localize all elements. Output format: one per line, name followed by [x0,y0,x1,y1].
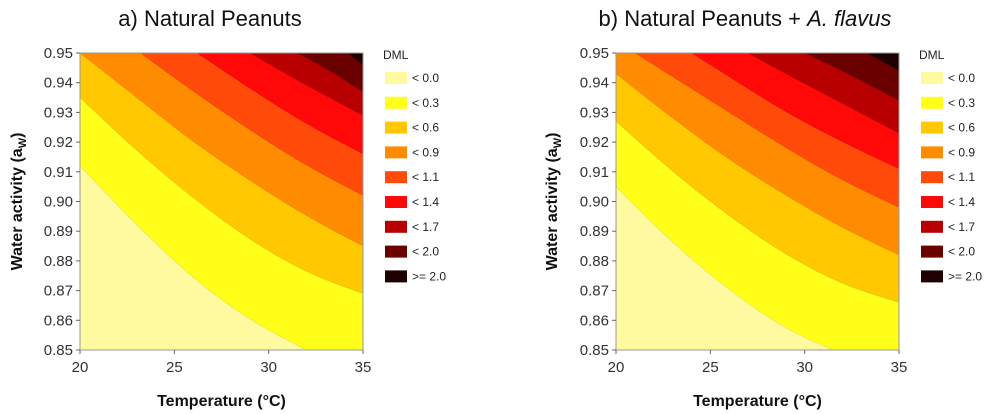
contour-region->= 2.0 [866,53,899,72]
y-tick-label: 0.93 [44,104,73,121]
legend-label: < 1.7 [412,220,439,234]
legend: DML< 0.0 < 0.3 < 0.6 < 0.9 < 1.1 < 1.4 < 1.7 < … [919,48,982,283]
legend-swatch [385,270,407,283]
legend-label: < 0.3 [948,96,975,110]
legend-label: < 0.6 [948,121,975,135]
y-tick-label: 0.94 [580,75,609,92]
legend-swatch [385,196,407,208]
legend-swatch [385,220,407,233]
x-tick-label: 30 [796,359,813,376]
legend-swatch [921,96,943,109]
legend-label: < 0.0 [412,71,439,85]
contour-region-< 2.0 [804,53,899,101]
x-tick-label: 35 [355,359,372,376]
y-tick-label: 0.87 [44,283,73,300]
chart-title-text: b) Natural Peanuts + [599,6,808,31]
y-tick-label: 0.95 [44,45,73,62]
y-tick-label: 0.90 [580,194,609,211]
y-axis-label: Water activity (aW) [544,133,564,271]
chart-title-italic: A. flavus [805,6,891,31]
x-tick-label: 20 [72,359,89,376]
legend-label: < 1.1 [948,170,975,184]
x-axis-label: Temperature (°C) [157,393,286,410]
y-tick-label: 0.90 [44,194,73,211]
y-tick-label: 0.85 [44,342,73,359]
y-tick-label: 0.89 [44,223,73,240]
x-tick-label: 25 [702,359,719,376]
chart-title: a) Natural Peanuts [118,6,301,31]
y-axis: 0.85 0.86 0.87 0.88 0.89 0.90 0.91 0.92 0.93 0.94… [44,45,80,359]
legend-label: < 2.0 [948,245,975,259]
legend-swatch [921,245,943,258]
legend-title: DML [919,48,945,62]
legend-label: < 0.3 [412,96,439,110]
chart-title-text: a) Natural Peanuts [118,6,301,31]
legend: DML< 0.0 < 0.3 < 0.6 < 0.9 < 1.1 < 1.4 < 1.7 < … [383,48,446,283]
contour-fill-area [80,53,363,350]
x-tick-label: 35 [891,359,908,376]
y-tick-label: 0.87 [580,283,609,300]
chart-title: b) Natural Peanuts + A. flavus [599,6,892,31]
legend-title: DML [383,48,409,62]
legend-label: < 0.9 [948,145,975,159]
legend-swatch [921,196,943,208]
legend-swatch [385,121,407,134]
legend-label: < 1.4 [412,195,439,209]
x-axis: 20 25 30 35 [608,350,908,376]
x-tick-label: 30 [260,359,277,376]
y-tick-label: 0.85 [580,342,609,359]
legend-label: >= 2.0 [948,269,982,283]
y-tick-label: 0.91 [44,164,73,181]
y-tick-label: 0.88 [580,253,609,270]
contour-region-< 2.0 [296,53,363,92]
contour-region->= 2.0 [347,53,363,66]
legend-label: < 1.7 [948,220,975,234]
y-tick-label: 0.89 [580,223,609,240]
legend-swatch [385,146,407,159]
contour-panel-a: a) Natural Peanuts0.850.860.870.880.890.… [9,6,446,410]
y-tick-label: 0.93 [580,104,609,121]
y-tick-label: 0.92 [44,134,73,151]
legend-swatch [921,171,943,184]
x-axis: 20 25 30 35 [72,350,372,376]
y-tick-label: 0.95 [580,45,609,62]
legend-label: < 1.1 [412,170,439,184]
legend-swatch [921,121,943,134]
legend-swatch [385,96,407,109]
contour-panel-b: b) Natural Peanuts + A. flavus0.850.860.… [544,6,982,410]
legend-label: < 1.4 [948,195,975,209]
x-tick-label: 25 [166,359,183,376]
y-axis-label: Water activity (aW) [9,133,29,271]
legend-swatch [385,245,407,258]
legend-swatch [921,270,943,283]
legend-label: < 2.0 [412,245,439,259]
x-axis-label: Temperature (°C) [693,393,822,410]
legend-swatch [921,72,943,84]
y-tick-label: 0.94 [44,75,73,92]
legend-label: < 0.9 [412,145,439,159]
x-tick-label: 20 [608,359,625,376]
y-tick-label: 0.86 [580,312,609,329]
legend-swatch [385,72,407,84]
legend-label: >= 2.0 [412,269,446,283]
legend-swatch [385,171,407,184]
y-axis: 0.85 0.86 0.87 0.88 0.89 0.90 0.91 0.92 0.93 0.94… [580,45,616,359]
y-tick-label: 0.86 [44,312,73,329]
legend-label: < 0.0 [948,71,975,85]
y-tick-label: 0.91 [580,164,609,181]
contour-fill-area [616,53,899,350]
legend-swatch [921,220,943,233]
legend-swatch [921,146,943,159]
legend-label: < 0.6 [412,121,439,135]
y-tick-label: 0.88 [44,253,73,270]
y-tick-label: 0.92 [580,134,609,151]
